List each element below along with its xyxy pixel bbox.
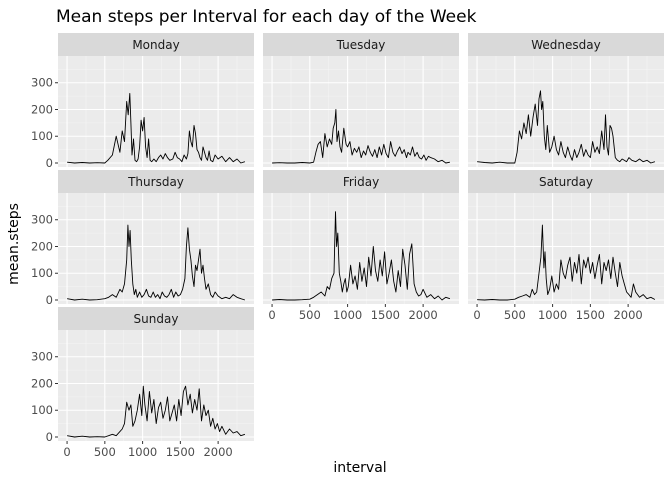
panel-background <box>58 330 254 441</box>
panel-wednesday: Wednesday <box>468 33 664 167</box>
x-axis-title: interval <box>333 460 386 476</box>
chart-title: Mean steps per Interval for each day of … <box>56 7 477 27</box>
strip-label: Thursday <box>127 175 184 189</box>
strip-background <box>263 170 459 193</box>
strip-label: Friday <box>343 175 379 189</box>
x-tick-label: 0 <box>268 308 275 322</box>
panel-tuesday: Tuesday <box>263 33 459 167</box>
strip-label: Monday <box>132 38 179 52</box>
series-line-thursday <box>67 224 246 301</box>
panel-saturday: Saturday 0 500 1000 1500 2000 <box>468 170 664 322</box>
strip-background <box>58 33 254 56</box>
panel-background <box>263 193 459 304</box>
y-tick-label: 300 <box>31 76 53 90</box>
x-tick-label: 1000 <box>128 445 157 459</box>
x-tick-label: 2000 <box>408 308 437 322</box>
strip-label: Wednesday <box>531 38 600 52</box>
panel-background <box>58 56 254 167</box>
strip-label: Sunday <box>134 312 179 326</box>
strip-background <box>58 307 254 330</box>
series-line-monday <box>67 92 246 164</box>
y-tick-label: 100 <box>31 266 53 280</box>
strip-label: Tuesday <box>336 38 386 52</box>
x-tick-label: 0 <box>63 445 70 459</box>
x-tick-label: 1500 <box>576 308 605 322</box>
x-tick-label: 1000 <box>333 308 362 322</box>
strip-background <box>468 170 664 193</box>
series-line-sunday <box>67 385 246 438</box>
y-tick-label: 200 <box>31 102 53 116</box>
panel-sunday: Sunday 0 100 200 300 0 500 1000 1500 2000 <box>31 307 254 459</box>
series-line-tuesday <box>272 109 450 164</box>
strip-label: Saturday <box>539 175 593 189</box>
y-tick-label: 300 <box>31 350 53 364</box>
y-tick-label: 0 <box>46 293 53 307</box>
x-tick-label: 0 <box>473 308 480 322</box>
series-line-wednesday <box>477 90 656 164</box>
panel-thursday: Thursday 0 100 200 300 <box>31 170 254 307</box>
strip-background <box>58 170 254 193</box>
x-tick-label: 500 <box>299 308 321 322</box>
strip-background <box>468 33 664 56</box>
y-axis-title: mean.steps <box>6 203 22 285</box>
series-line-saturday <box>477 224 656 301</box>
series-line-friday <box>272 211 451 301</box>
x-tick-label: 500 <box>504 308 526 322</box>
y-tick-label: 200 <box>31 239 53 253</box>
panel-background <box>468 193 664 304</box>
y-tick-label: 0 <box>46 156 53 170</box>
panel-friday: Friday 0 500 1000 1500 2000 <box>263 170 459 322</box>
y-tick-label: 200 <box>31 376 53 390</box>
x-tick-label: 2000 <box>613 308 642 322</box>
x-tick-label: 1000 <box>538 308 567 322</box>
panel-background <box>58 193 254 304</box>
y-tick-label: 0 <box>46 430 53 444</box>
panel-background <box>468 56 664 167</box>
panel-background <box>263 56 459 167</box>
x-tick-label: 1500 <box>166 445 195 459</box>
x-tick-label: 2000 <box>203 445 232 459</box>
y-tick-label: 100 <box>31 403 53 417</box>
x-tick-label: 500 <box>94 445 116 459</box>
x-tick-label: 1500 <box>371 308 400 322</box>
panel-monday: Monday 0 100 200 300 <box>31 33 254 170</box>
y-tick-label: 100 <box>31 129 53 143</box>
strip-background <box>263 33 459 56</box>
facet-panels: Monday 0 100 200 300 Tuesday Wednesday Thursday… <box>31 33 664 459</box>
y-tick-label: 300 <box>31 213 53 227</box>
